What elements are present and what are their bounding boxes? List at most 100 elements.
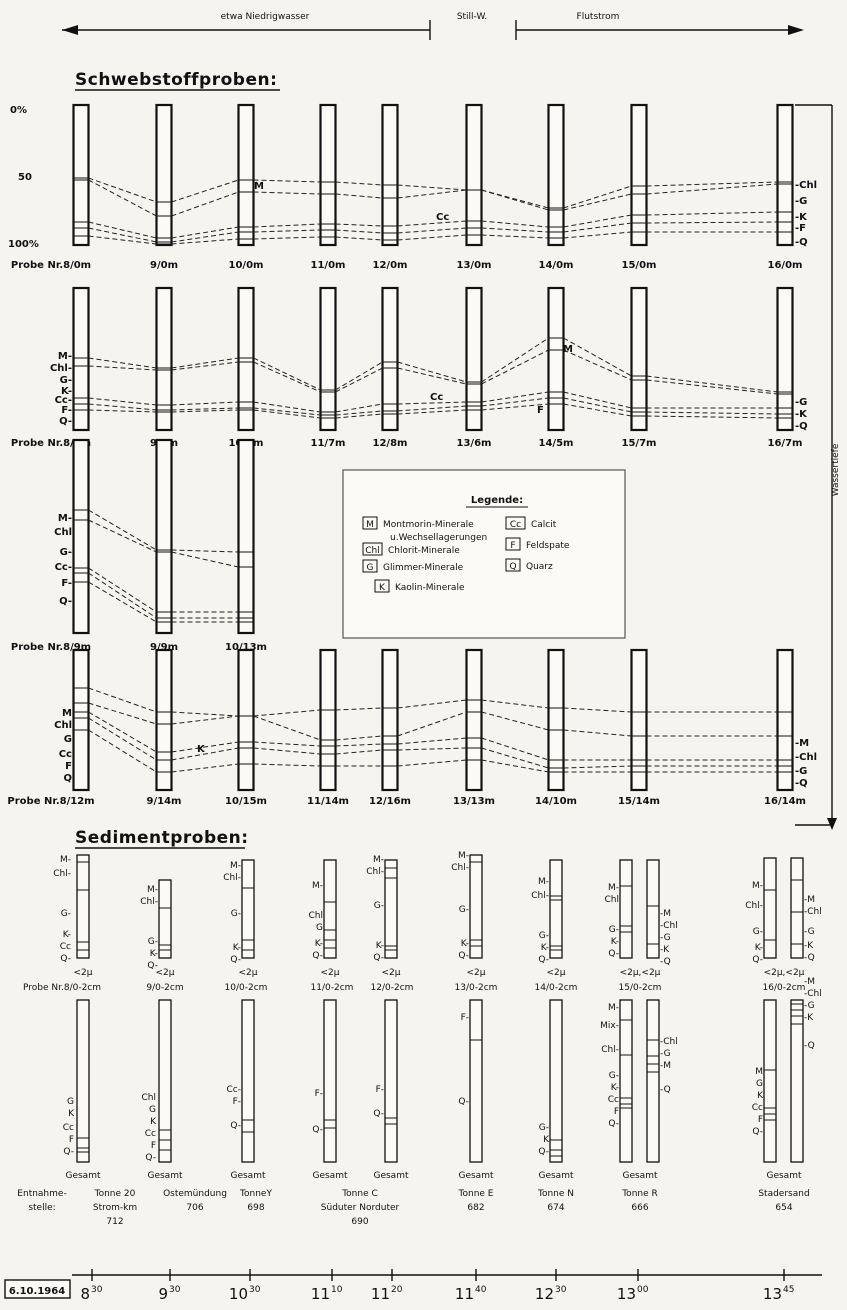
row3-left-label: G- [60, 547, 72, 558]
mineral-tick-label: M- [230, 861, 241, 871]
mineral-tick-label: G- [753, 927, 763, 937]
row4-column [381, 648, 399, 792]
mineral-tick-label: G- [374, 901, 384, 911]
sediment-total-column [241, 999, 255, 1163]
row2-inline-label: M [563, 344, 573, 355]
row2-right-label: -Q [795, 421, 808, 432]
depth-0: 0% [10, 105, 27, 116]
row4-right-label: -Chl [795, 752, 817, 763]
row2-column [319, 286, 337, 432]
sediment-fine-column [469, 854, 483, 959]
total-label: Gesamt [458, 1171, 493, 1181]
time-minute: 20 [391, 1285, 403, 1295]
sediment-fine-column [790, 857, 804, 959]
low-water-label: etwa Niedrigwasser [221, 12, 310, 22]
mineral-tick-label: Chl [142, 1093, 157, 1103]
mineral-tick-label: F- [315, 1089, 323, 1099]
mineral-tick-label: -Chl [804, 989, 822, 999]
row2-probe-label: 15/7m [622, 438, 657, 449]
mineral-tick-label: Chl- [53, 869, 71, 879]
size-label: <2µ,<2µ [764, 968, 805, 978]
row1-probe-label: 13/0m [457, 260, 492, 271]
row2-boundary-line [89, 404, 793, 418]
time-hour: 9 [158, 1285, 168, 1303]
row4-inline-label: K [197, 744, 206, 755]
mineral-tick-label: G- [539, 931, 549, 941]
station-name: TonneY [239, 1189, 272, 1199]
row3-column [237, 438, 255, 635]
depth-50: 50 [18, 172, 32, 183]
station-km: 690 [351, 1217, 368, 1227]
total-label: Gesamt [147, 1171, 182, 1181]
mineral-tick-label: -M [804, 895, 815, 905]
sediment-fine-column [76, 854, 90, 959]
row2-column [547, 286, 565, 432]
sediment-fine-column [323, 859, 337, 959]
station-name: Tonne E [458, 1189, 494, 1199]
sediment-probe-label: Probe Nr.8/0-2cm [23, 983, 101, 993]
legend-key-text: Calcit [531, 520, 557, 530]
sample-date: 6.10.1964 [9, 1286, 65, 1297]
sediment-fine-column [763, 857, 777, 959]
time-hour: 13 [763, 1285, 782, 1303]
mineral-tick-label: -Q [660, 1085, 671, 1095]
row4-right-label: -M [795, 738, 809, 749]
mineral-tick-label: Cc [752, 1103, 763, 1113]
mineral-tick-label: M- [608, 883, 619, 893]
row2-column [630, 286, 648, 432]
row2-probe-label: 14/5m [539, 438, 574, 449]
sediment-total-column [384, 999, 398, 1163]
row4-left-label: M [62, 708, 72, 719]
row4-probe-label: 14/10m [535, 796, 577, 807]
row1-right-label: -F [795, 223, 806, 234]
row1-boundary-line [89, 232, 793, 244]
legend-key-code: Chl [365, 546, 380, 556]
row1-probe-label: 10/0m [229, 260, 264, 271]
mineral-tick-label: -Chl [660, 921, 678, 931]
row4-probe-label: 11/14m [307, 796, 349, 807]
sediment-fine-column [384, 859, 398, 959]
time-hour: 11 [455, 1285, 474, 1303]
legend-key-text: Chlorit-Minerale [388, 546, 460, 556]
mineral-tick-label: K- [233, 943, 241, 953]
total-label: Gesamt [538, 1171, 573, 1181]
sediment-probe-label: 11/0-2cm [311, 983, 354, 993]
mineral-tick-label: -G [660, 1049, 671, 1059]
row1-right-label: -Chl [795, 180, 817, 191]
depth-100: 100% [8, 239, 39, 250]
legend-key-code: Q [509, 562, 516, 572]
mineral-tick-label: Chl [309, 911, 324, 921]
row2-left-label: M- [58, 351, 72, 362]
row2-column [72, 286, 90, 432]
legend-key-code: Cc [510, 520, 521, 530]
time-minute: 30 [91, 1285, 103, 1295]
size-label: <2µ [74, 968, 93, 978]
mineral-tick-label: F- [233, 1097, 241, 1107]
mineral-tick-label: Chl- [366, 867, 384, 877]
mineral-tick-label: Q- [312, 951, 323, 961]
mineral-tick-label: Q- [373, 1109, 384, 1119]
mineral-tick-label: Q- [230, 955, 241, 965]
legend-key-text: Kaolin-Minerale [395, 583, 465, 593]
row1-column [776, 103, 794, 247]
mineral-tick-label: K- [150, 949, 158, 959]
mineral-tick-label: K [68, 1109, 75, 1119]
station-sub: Süduter Norduter [321, 1203, 400, 1213]
sediment-probe-label: 9/0-2cm [146, 983, 183, 993]
mineral-tick-label: M- [458, 851, 469, 861]
legend-key-code: M [366, 520, 374, 530]
row1-probe-label: 11/0m [311, 260, 346, 271]
mineral-tick-label: K- [315, 939, 323, 949]
suspended-rows: Probe Nr.8/0m 9/0m 10/0m 11/0m 12/0m 13/0m 14/… [7, 103, 817, 807]
mineral-tick-label: G- [609, 1071, 619, 1081]
mineral-tick-label: M- [538, 877, 549, 887]
row1-boundary-line [89, 180, 793, 216]
row1-probe-label: 9/0m [150, 260, 178, 271]
row1-probe-label: Probe Nr.8/0m [11, 260, 91, 271]
row2-column [465, 286, 483, 432]
time-hour: 10 [229, 1285, 248, 1303]
mineral-tick-label: M- [147, 885, 158, 895]
row1-right-label: -K [795, 212, 808, 223]
row3-probe-label: Probe Nr.8/9m [11, 642, 91, 653]
